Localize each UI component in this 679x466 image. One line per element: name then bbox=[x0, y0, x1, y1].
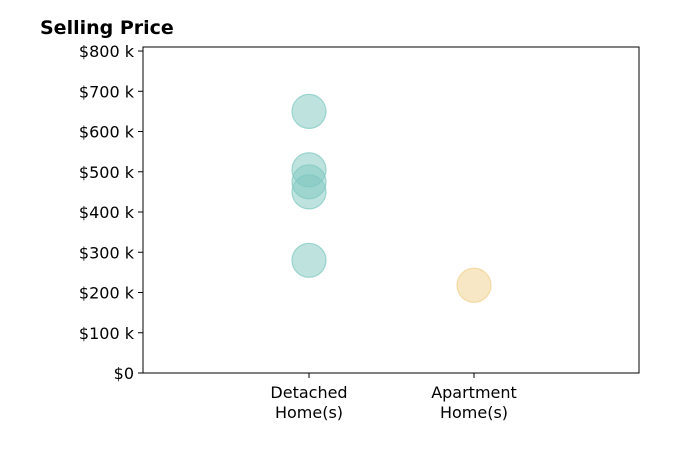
x-tick-label: Apartment Home(s) bbox=[431, 383, 517, 422]
y-tick-label: $0 bbox=[114, 364, 134, 383]
y-tick-label: $800 k bbox=[79, 42, 135, 61]
x-tick-label: Detached Home(s) bbox=[270, 383, 347, 422]
y-tick-label: $100 k bbox=[79, 324, 135, 343]
y-axis: $0 $100 k $200 k $300 k $400 k $500 k $600 k $7… bbox=[79, 42, 143, 383]
data-point bbox=[291, 242, 327, 278]
chart-title: Selling Price bbox=[40, 17, 174, 39]
y-tick-label: $300 k bbox=[79, 243, 135, 262]
y-tick-label: $700 k bbox=[79, 82, 135, 101]
plot-area-frame bbox=[142, 46, 640, 374]
y-tick-label: $200 k bbox=[79, 284, 135, 303]
y-tick-label: $500 k bbox=[79, 163, 135, 182]
data-point bbox=[291, 174, 327, 210]
data-point bbox=[291, 93, 327, 129]
x-axis: Detached Home(s) Apartment Home(s) bbox=[270, 373, 517, 422]
y-tick-label: $600 k bbox=[79, 123, 135, 142]
y-tick-label: $400 k bbox=[79, 203, 135, 222]
data-point bbox=[456, 267, 492, 303]
data-points bbox=[291, 93, 492, 303]
